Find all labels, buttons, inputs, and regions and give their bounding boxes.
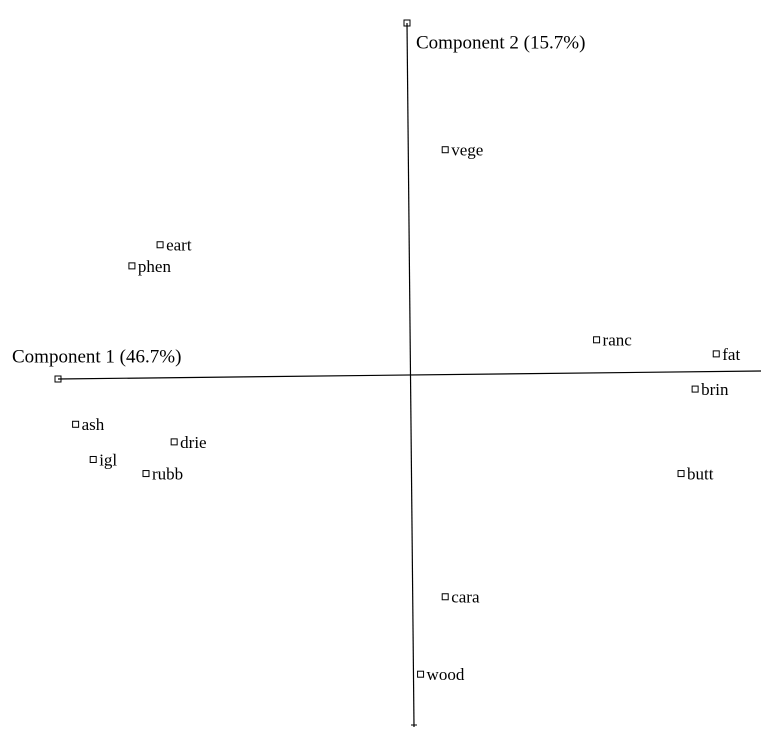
point-label: rubb — [152, 464, 183, 483]
point-label: butt — [687, 464, 714, 483]
point — [72, 420, 80, 428]
point — [170, 438, 178, 446]
point — [89, 455, 97, 463]
point — [142, 470, 150, 478]
point — [712, 350, 720, 358]
point-label: cara — [451, 588, 480, 607]
x-axis-label: Component 1 (46.7%) — [12, 346, 181, 367]
point-label: igl — [99, 450, 117, 469]
point — [441, 146, 449, 154]
point — [417, 670, 425, 678]
point-label: drie — [180, 433, 206, 452]
axis-end — [403, 19, 411, 27]
y-axis-label: Component 2 (15.7%) — [416, 32, 585, 53]
point — [128, 262, 136, 270]
point-label: phen — [138, 257, 172, 276]
point — [691, 385, 699, 393]
y-axis — [406, 22, 415, 728]
point-label: ranc — [603, 331, 633, 350]
point — [677, 470, 685, 478]
point — [441, 593, 449, 601]
point-label: brin — [701, 380, 729, 399]
point-label: eart — [166, 236, 192, 255]
point-label: wood — [427, 665, 465, 684]
point-label: fat — [722, 345, 740, 364]
x-axis — [57, 370, 762, 380]
axis-end — [54, 375, 62, 383]
point-label: ash — [82, 415, 105, 434]
point — [593, 336, 601, 344]
point-label: vege — [451, 141, 483, 160]
point — [156, 241, 164, 249]
